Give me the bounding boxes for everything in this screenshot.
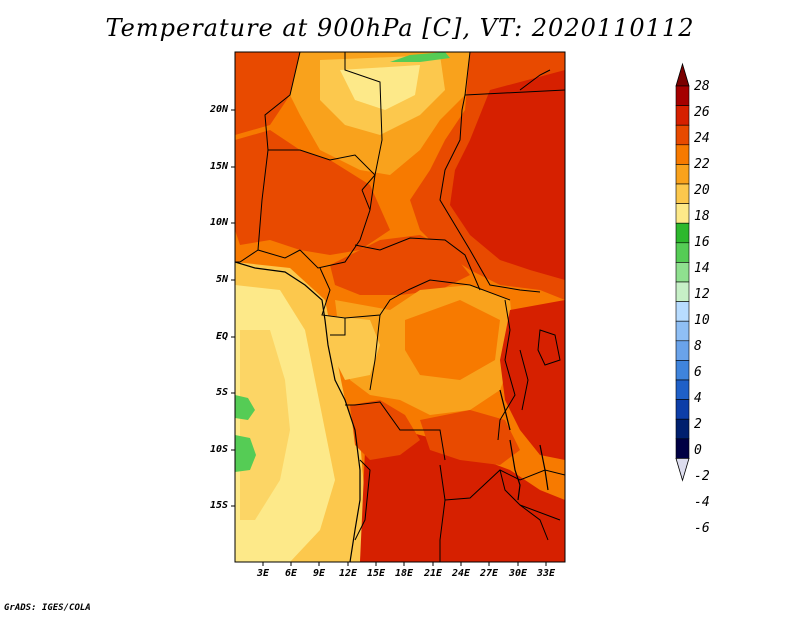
colorbar-swatch <box>675 124 690 146</box>
colorbar-label: 26 <box>694 105 710 120</box>
colorbar-label: -2 <box>694 469 710 484</box>
colorbar-swatch <box>675 144 690 165</box>
grads-credit: GrADS: IGES/COLA <box>4 603 91 613</box>
lat-label-eq: EQ <box>215 331 228 342</box>
lat-label-5n: 5N <box>215 274 228 285</box>
colorbar-swatch <box>675 262 690 283</box>
colorbar-swatch <box>675 399 690 420</box>
lon-label-12e: 12E <box>338 568 358 579</box>
country-borders <box>235 52 565 562</box>
colorbar-label: 10 <box>694 313 710 328</box>
lat-label-15s: 15S <box>209 500 228 511</box>
colorbar-label: 14 <box>694 261 710 276</box>
colorbar-swatch <box>675 301 690 322</box>
colorbar-label: 2 <box>694 417 702 432</box>
lon-label-33e: 33E <box>536 568 556 579</box>
colorbar-swatch <box>675 222 690 244</box>
colorbar-swatch <box>675 379 690 400</box>
lat-label-5s: 5S <box>215 387 228 398</box>
map-frame <box>234 51 566 563</box>
colorbar-label: 16 <box>694 235 710 250</box>
colorbar-label: -4 <box>694 495 710 510</box>
lon-label-6e: 6E <box>284 568 298 579</box>
colorbar-swatch <box>675 203 690 224</box>
colorbar-swatch <box>675 85 690 106</box>
colorbar-swatch <box>675 418 690 440</box>
colorbar-swatch <box>675 320 690 342</box>
lon-label-3e: 3E <box>256 568 270 579</box>
lon-label-27e: 27E <box>479 568 499 579</box>
coastlines <box>235 261 549 562</box>
lon-label-30e: 30E <box>508 568 528 579</box>
lon-label-21e: 21E <box>423 568 443 579</box>
colorbar <box>675 62 690 482</box>
colorbar-label: 18 <box>694 209 710 224</box>
colorbar-label: 28 <box>694 79 710 94</box>
colorbar-label: 8 <box>694 339 702 354</box>
chart-title: Temperature at 900hPa [C], VT: 202011011… <box>105 14 695 42</box>
colorbar-swatch <box>675 438 690 459</box>
colorbar-label: -6 <box>694 521 710 536</box>
colorbar-label: 22 <box>694 157 710 172</box>
colorbar-swatch <box>675 242 690 263</box>
lon-label-24e: 24E <box>451 568 471 579</box>
colorbar-label: 12 <box>694 287 710 302</box>
lon-label-9e: 9E <box>312 568 326 579</box>
temperature-field <box>235 52 565 562</box>
colorbar-swatch <box>675 183 690 204</box>
colorbar-top-arrow <box>675 62 690 87</box>
lat-label-10n: 10N <box>209 217 228 228</box>
colorbar-label: 0 <box>694 443 702 458</box>
lon-label-18e: 18E <box>394 568 414 579</box>
colorbar-bottom-arrow <box>675 458 690 482</box>
lat-label-20n: 20N <box>209 104 228 115</box>
colorbar-swatch <box>675 164 690 185</box>
colorbar-label: 6 <box>694 365 702 380</box>
colorbar-swatch <box>675 105 690 126</box>
lat-label-15n: 15N <box>209 161 228 172</box>
colorbar-swatch <box>675 360 690 381</box>
axis-ticks <box>231 109 547 566</box>
colorbar-swatch <box>675 340 690 361</box>
colorbar-label: 24 <box>694 131 710 146</box>
colorbar-label: 4 <box>694 391 702 406</box>
colorbar-swatch <box>675 281 690 302</box>
lon-label-15e: 15E <box>366 568 386 579</box>
colorbar-label: 20 <box>694 183 710 198</box>
lat-label-10s: 10S <box>209 444 228 455</box>
